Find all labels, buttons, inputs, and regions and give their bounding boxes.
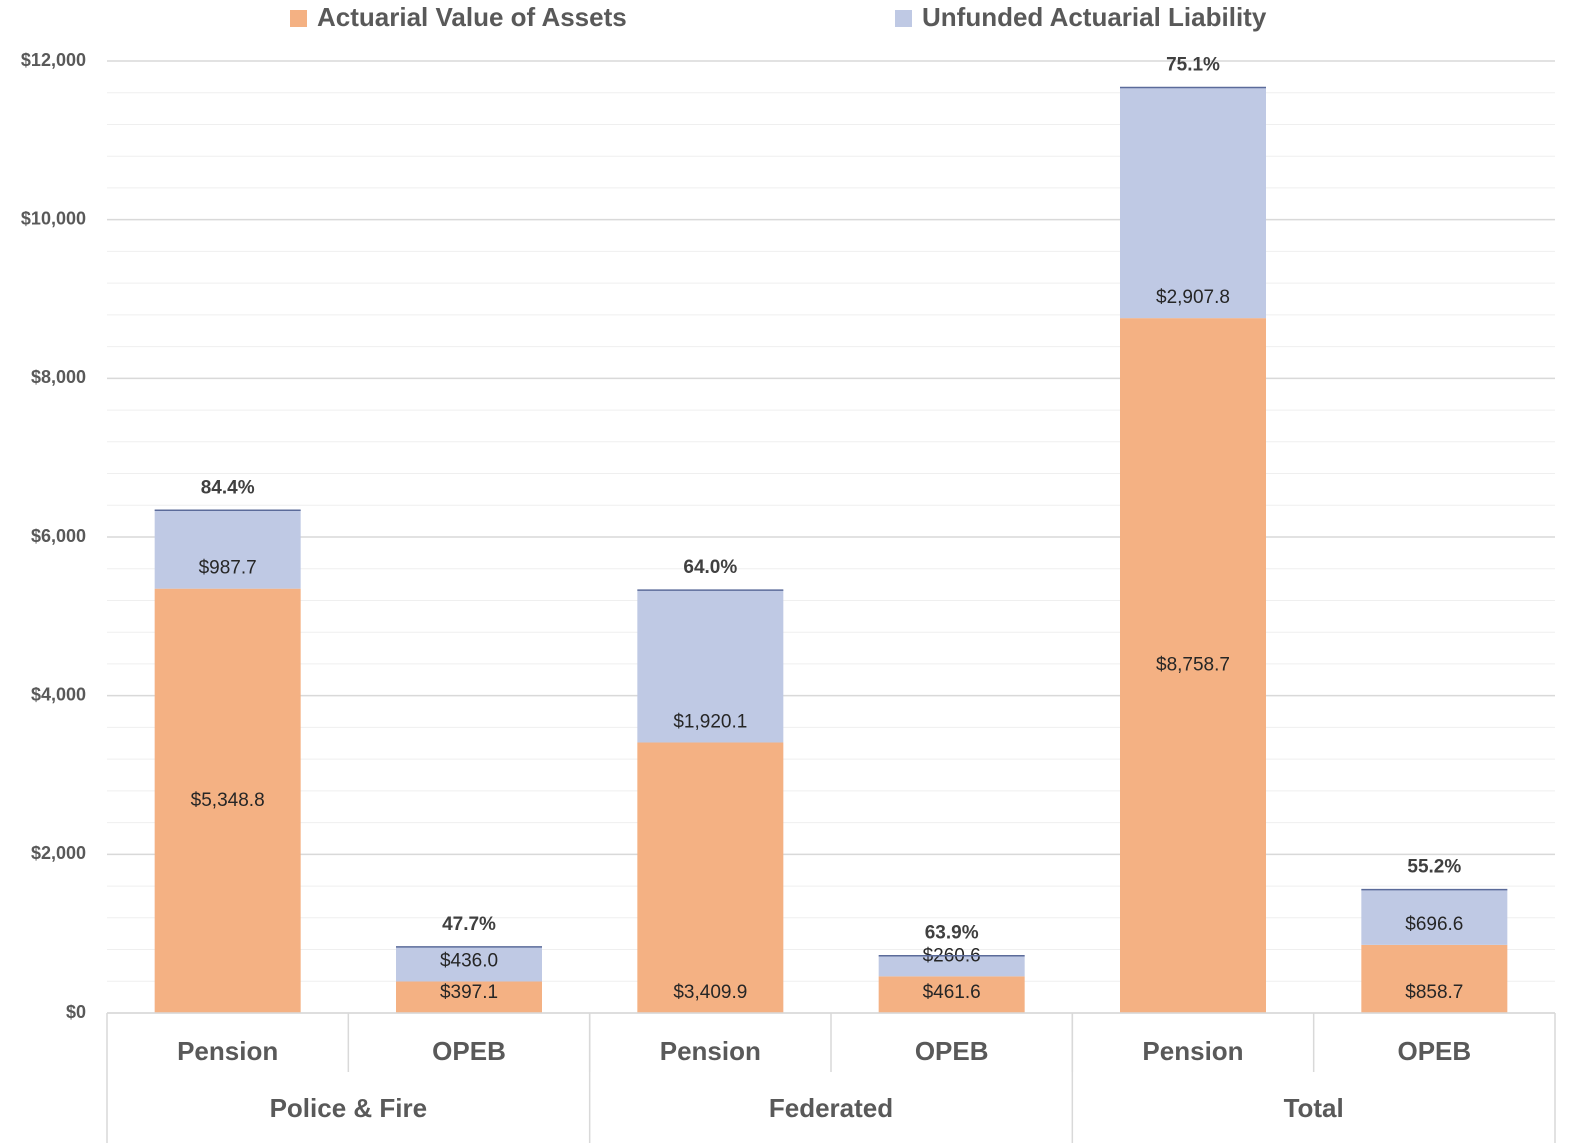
y-tick-label: $4,000 [31,684,86,704]
legend-swatch [290,10,307,27]
bar-segment [1120,87,1266,319]
x-tick-label: Pension [1142,1036,1243,1066]
y-tick-label: $6,000 [31,526,86,546]
legend-swatch [895,10,912,27]
y-tick-label: $2,000 [31,843,86,863]
bar-segment [878,976,1025,1013]
x-tick-label: Pension [660,1036,761,1066]
x-tick-label: OPEB [915,1036,989,1066]
bar-segment [878,955,1025,977]
x-tick-label: OPEB [1397,1036,1471,1066]
data-label: $8,758.7 [1156,655,1230,676]
bar-segment [637,742,784,1013]
group-label: Federated [769,1093,893,1123]
bar-segment [1361,889,1508,945]
data-label: $436.0 [440,951,498,972]
bar-segment [637,590,784,743]
ratio-label: 55.2% [1407,857,1461,878]
bar-segment [1120,318,1266,1013]
bar-segment [396,946,542,982]
bar-segment [396,981,542,1013]
bar-segment [154,510,301,589]
group-label: Total [1284,1093,1344,1123]
y-tick-label: $0 [66,1002,86,1022]
data-label: $5,348.8 [191,790,265,811]
y-tick-label: $12,000 [21,50,86,70]
y-tick-label: $8,000 [31,367,86,387]
data-label: $461.6 [923,982,981,1003]
legend-label: Unfunded Actuarial Liability [922,2,1267,32]
data-label: $3,409.9 [673,982,747,1003]
bar-segment [154,588,301,1013]
ratio-label: 84.4% [201,477,255,498]
group-label: Police & Fire [270,1093,428,1123]
ratio-label: 64.0% [683,557,737,578]
data-label: $1,920.1 [673,711,747,732]
legend-label: Actuarial Value of Assets [317,2,627,32]
bar-segment [1361,944,1508,1013]
ratio-label: 63.9% [925,923,979,944]
x-tick-label: OPEB [432,1036,506,1066]
data-label: $2,907.8 [1156,287,1230,308]
x-tick-label: Pension [177,1036,278,1066]
ratio-label: 47.7% [442,914,496,935]
data-label: $397.1 [440,982,498,1003]
data-label: $858.7 [1405,982,1463,1003]
y-tick-label: $10,000 [21,208,86,228]
data-label: $987.7 [199,558,257,579]
ratio-label: 75.1% [1166,54,1220,75]
data-label: $696.6 [1405,914,1463,935]
